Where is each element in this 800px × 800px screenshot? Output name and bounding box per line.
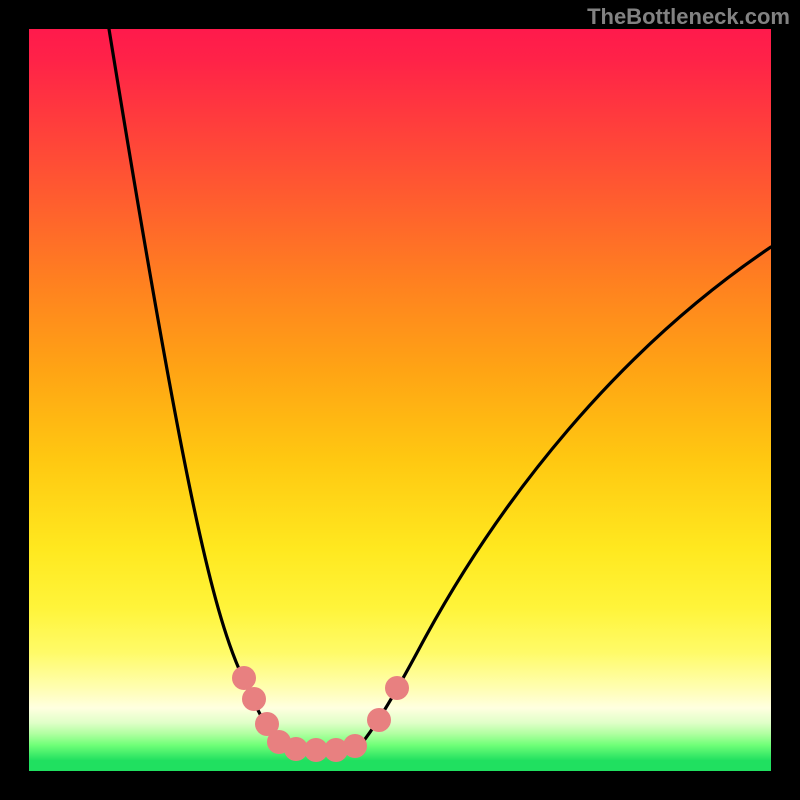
watermark-text: TheBottleneck.com xyxy=(587,4,790,30)
curve-marker xyxy=(232,666,256,690)
heat-gradient xyxy=(29,29,771,771)
curve-marker xyxy=(385,676,409,700)
curve-marker xyxy=(343,734,367,758)
curve-marker xyxy=(242,687,266,711)
chart-stage: TheBottleneck.com xyxy=(0,0,800,800)
bottleneck-curve-chart xyxy=(0,0,800,800)
curve-marker xyxy=(367,708,391,732)
